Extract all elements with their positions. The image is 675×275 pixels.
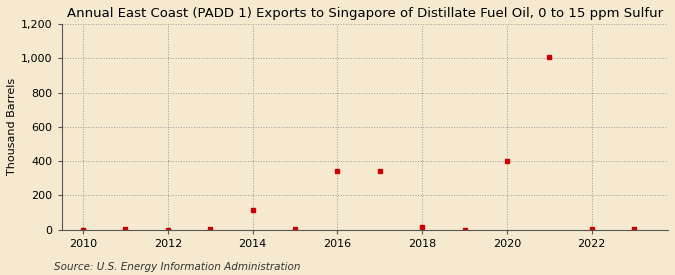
Y-axis label: Thousand Barrels: Thousand Barrels: [7, 78, 17, 175]
Title: Annual East Coast (PADD 1) Exports to Singapore of Distillate Fuel Oil, 0 to 15 : Annual East Coast (PADD 1) Exports to Si…: [67, 7, 663, 20]
Text: Source: U.S. Energy Information Administration: Source: U.S. Energy Information Administ…: [54, 262, 300, 272]
